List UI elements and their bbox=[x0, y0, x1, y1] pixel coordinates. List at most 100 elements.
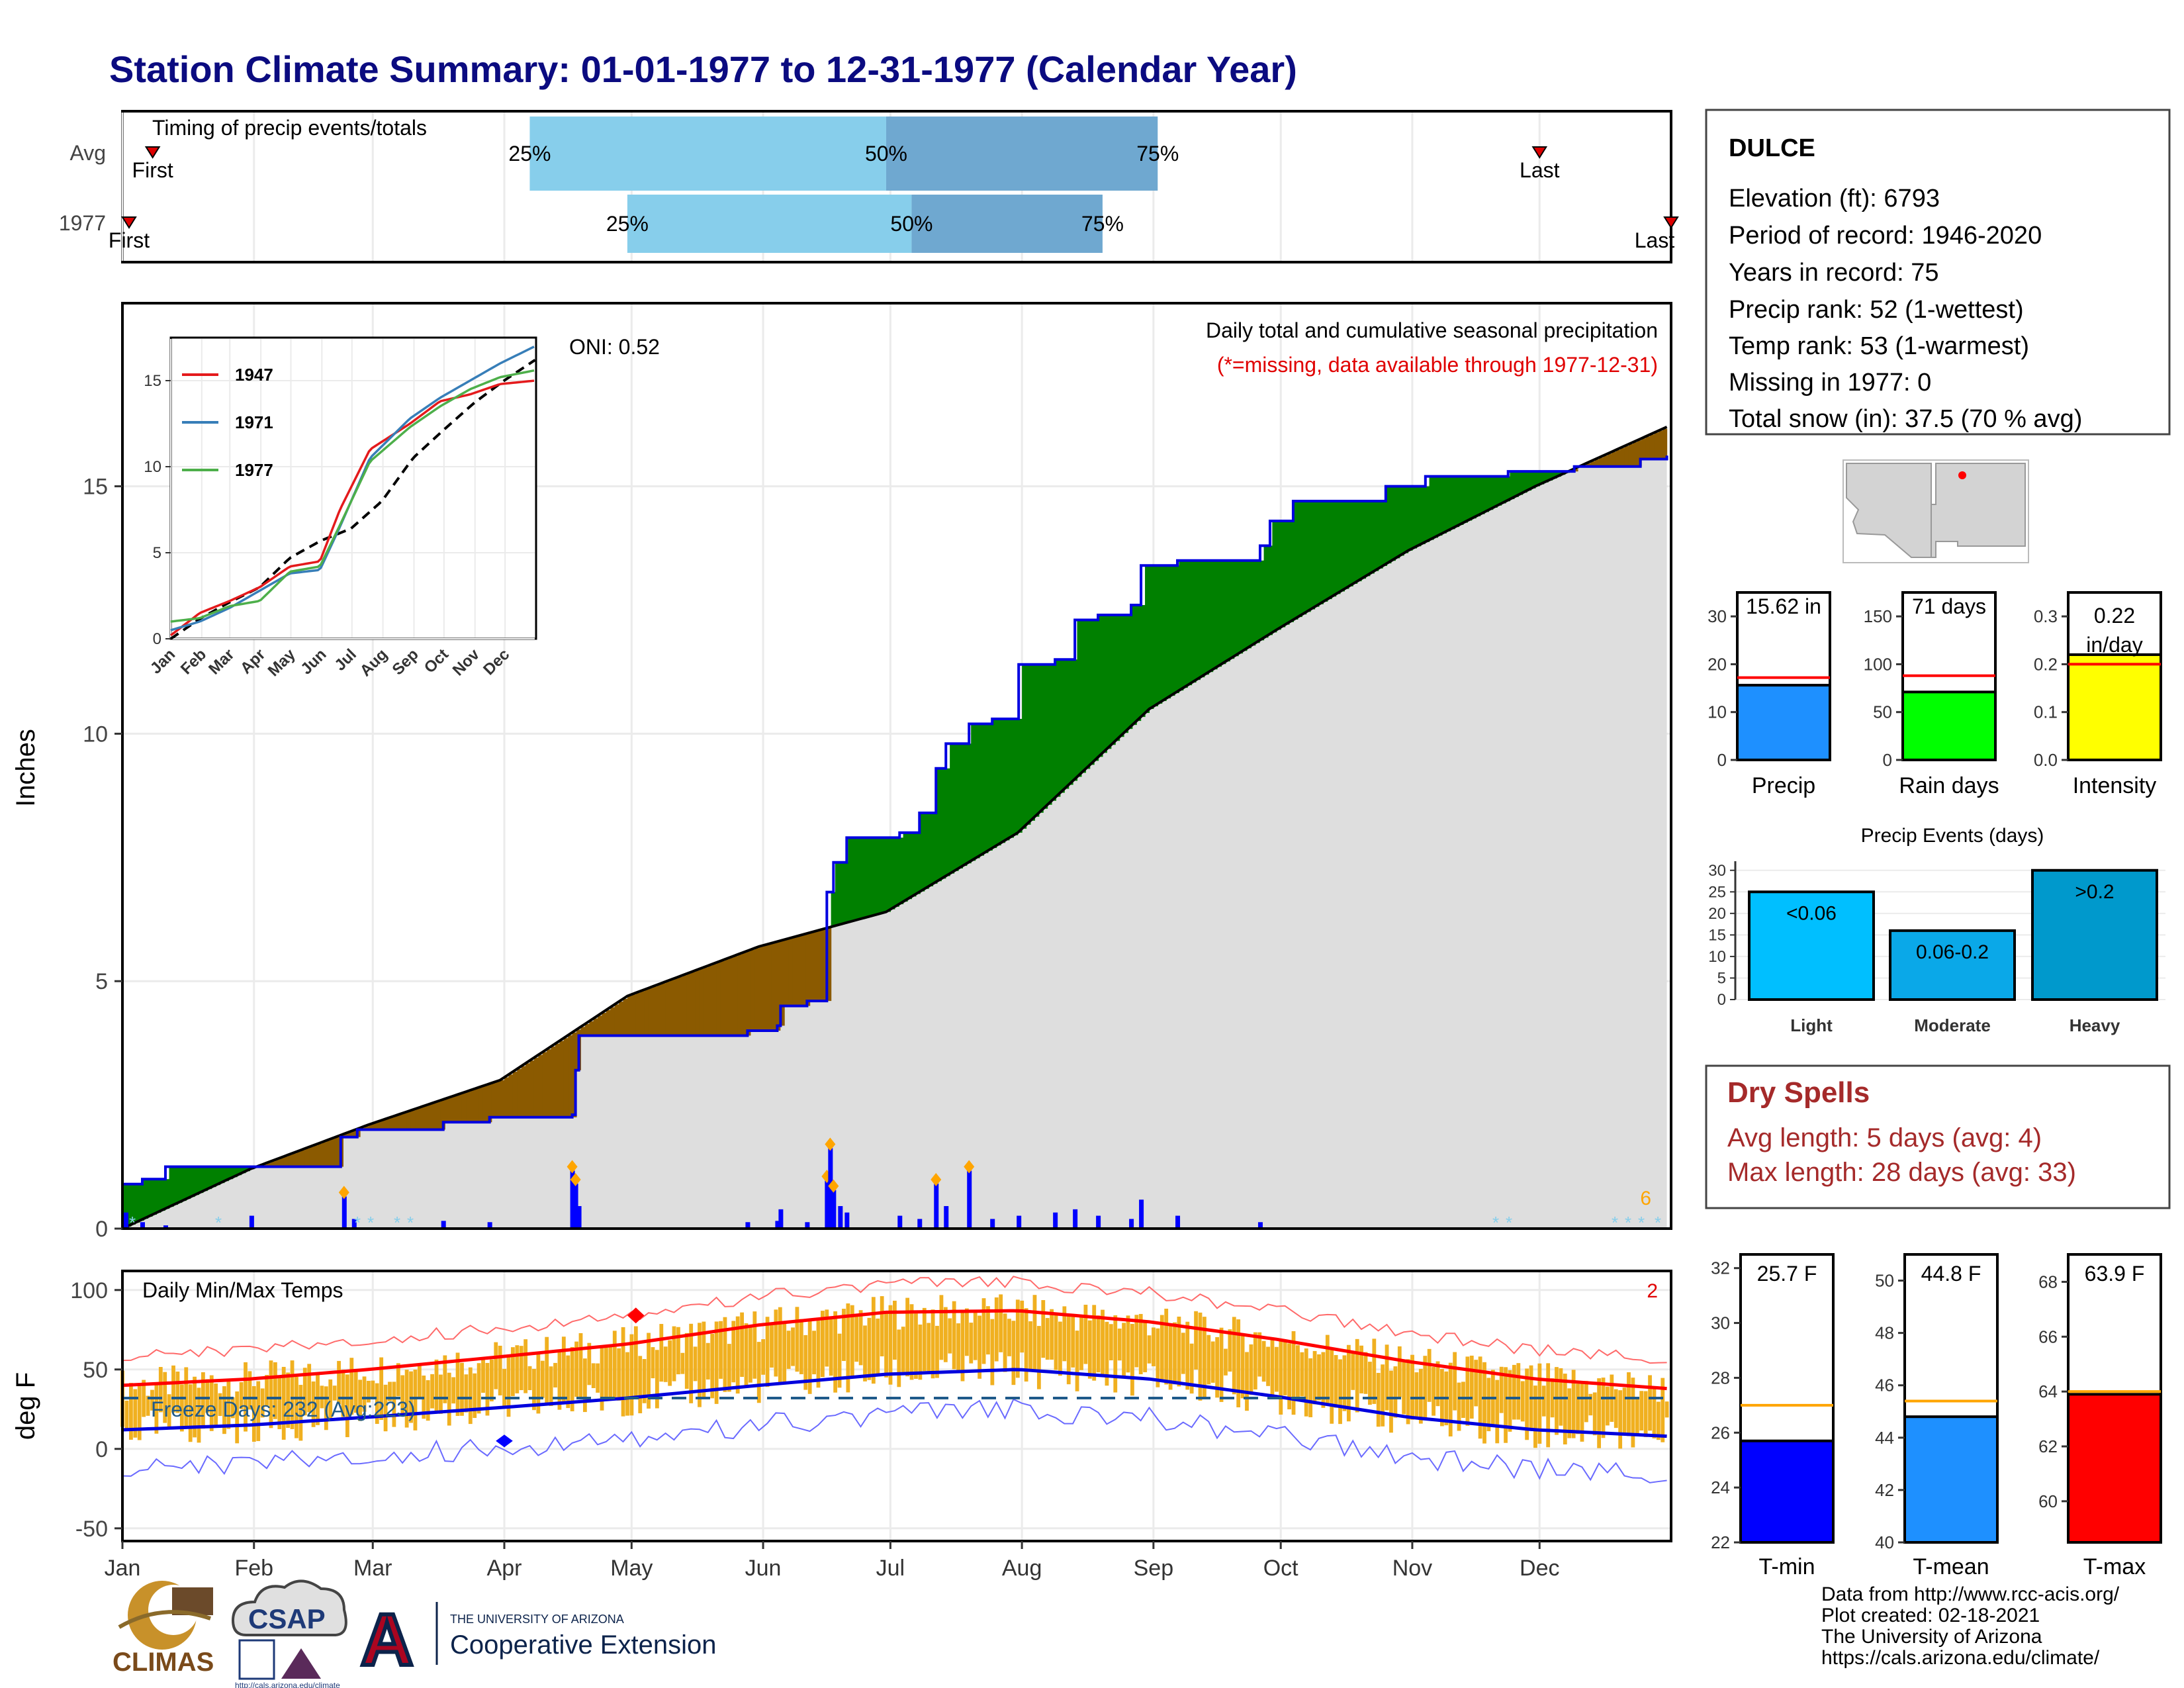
temp-daily-bar bbox=[171, 1365, 175, 1413]
temp-summary-tick-label: 40 bbox=[1875, 1532, 1894, 1552]
station-years: Years in record: 75 bbox=[1729, 259, 1939, 287]
precip-surplus-sliver bbox=[1043, 664, 1048, 809]
precip-deficit-sliver bbox=[1641, 438, 1647, 459]
precip-surplus-sliver bbox=[1238, 560, 1244, 654]
precip-deficit-sliver bbox=[1645, 436, 1651, 459]
temp-daily-bar bbox=[1635, 1397, 1639, 1435]
summary-tick-label: 150 bbox=[1864, 606, 1892, 626]
temp-daily-bar bbox=[1007, 1319, 1011, 1356]
precip-surplus-sliver bbox=[1361, 501, 1367, 579]
precip-surplus-sliver bbox=[1412, 486, 1417, 549]
summary-tick-label: 0 bbox=[1883, 750, 1892, 770]
precip-surplus-sliver bbox=[1497, 476, 1502, 506]
precip-surplus-sliver bbox=[911, 832, 917, 897]
precip-surplus-sliver bbox=[186, 1166, 191, 1199]
temp-daily-bar bbox=[578, 1333, 583, 1399]
temp-daily-bar bbox=[1597, 1378, 1602, 1448]
precip-surplus-sliver bbox=[945, 768, 950, 876]
temp-daily-bar bbox=[1525, 1368, 1529, 1440]
temp-daily-bar bbox=[1287, 1343, 1292, 1410]
temp-daily-bar bbox=[260, 1388, 265, 1418]
precip-surplus-sliver bbox=[873, 837, 878, 915]
temp-daily-bar bbox=[511, 1347, 515, 1397]
precip-deficit-sliver bbox=[275, 1159, 280, 1167]
temp-daily-bar bbox=[986, 1306, 990, 1355]
temp-panel: -50 0 50 100 deg F Daily Min/Max Temps 2 Fr… bbox=[11, 1270, 1672, 1542]
summary-tick-label: 0.1 bbox=[2034, 702, 2058, 722]
precip-surplus-sliver bbox=[1441, 476, 1447, 534]
precip-deficit-sliver bbox=[686, 973, 692, 1036]
precip-deficit-sliver bbox=[1654, 432, 1659, 459]
timing-q50-label: 50% bbox=[865, 142, 907, 165]
credits: Data from http://www.rcc-acis.org/ Plot … bbox=[1821, 1583, 2120, 1669]
precip-deficit-sliver bbox=[623, 998, 628, 1036]
ua-cooperative-extension: Cooperative Extension bbox=[450, 1630, 716, 1660]
temp-daily-bar bbox=[795, 1307, 799, 1372]
temp-daily-bar bbox=[672, 1326, 676, 1382]
timing-q50-label: 50% bbox=[890, 212, 933, 236]
precip-snow-marker: * bbox=[1506, 1213, 1512, 1233]
precip-surplus-sliver bbox=[1123, 614, 1128, 733]
precip-deficit-sliver bbox=[733, 956, 739, 1036]
temp-daily-bar bbox=[791, 1327, 795, 1366]
temp-daily-bar bbox=[1482, 1362, 1486, 1444]
temp-daily-bar bbox=[400, 1375, 405, 1417]
temp-daily-bar bbox=[761, 1339, 766, 1375]
precip-record-marker bbox=[570, 1172, 581, 1186]
temp-daily-bar bbox=[1555, 1367, 1559, 1435]
temp-daily-bar bbox=[756, 1342, 761, 1403]
temp-daily-bar bbox=[1003, 1313, 1007, 1372]
precip-deficit-sliver bbox=[674, 978, 679, 1036]
precip-deficit-sliver bbox=[424, 1105, 429, 1130]
precip-surplus-sliver bbox=[933, 813, 938, 884]
precip-surplus-sliver bbox=[1488, 476, 1494, 510]
temp-summary-tick-label: 62 bbox=[2038, 1436, 2058, 1456]
temp-summary-tick-label: 46 bbox=[1875, 1376, 1894, 1395]
temp-daily-bar bbox=[383, 1384, 388, 1432]
events-tick-label: 15 bbox=[1708, 926, 1726, 944]
precip-deficit-sliver bbox=[1612, 451, 1617, 467]
temp-daily-bar bbox=[960, 1312, 965, 1382]
precip-deficit-sliver bbox=[381, 1120, 387, 1130]
precip-surplus-sliver bbox=[1378, 501, 1383, 569]
precip-surplus-sliver bbox=[903, 832, 908, 902]
temp-daily-bar bbox=[1087, 1320, 1092, 1379]
temp-daily-bar bbox=[1537, 1363, 1542, 1444]
temp-summary-tick-label: 50 bbox=[1875, 1271, 1894, 1291]
precip-surplus-sliver bbox=[1234, 560, 1239, 657]
precip-deficit-sliver bbox=[750, 949, 755, 1031]
temp-daily-bar bbox=[536, 1353, 541, 1414]
precip-deficit-sliver bbox=[767, 944, 772, 1031]
precip-surplus-sliver bbox=[966, 743, 972, 864]
station-precip-rank: Precip rank: 52 (1-wettest) bbox=[1729, 296, 2024, 324]
precip-surplus-sliver bbox=[194, 1166, 199, 1196]
summary-value-label: 71 days bbox=[1912, 594, 1986, 618]
precip-deficit-sliver bbox=[1649, 434, 1655, 459]
precip-deficit-sliver bbox=[792, 937, 797, 1006]
summary-value-label: 15.62 in bbox=[1746, 594, 1821, 618]
temp-y-tick-label: 50 bbox=[83, 1358, 108, 1383]
precip-deficit-sliver bbox=[410, 1110, 416, 1130]
precip-deficit-sliver bbox=[1628, 444, 1633, 467]
precip-deficit-sliver bbox=[1594, 459, 1600, 467]
precip-record-marker bbox=[828, 1179, 839, 1193]
precip-deficit-sliver bbox=[478, 1087, 484, 1123]
temp-daily-bar bbox=[392, 1382, 396, 1427]
temp-daily-bar bbox=[277, 1378, 282, 1430]
temp-daily-bar bbox=[858, 1310, 863, 1366]
temp-daily-bar bbox=[948, 1318, 952, 1354]
temp-daily-bar bbox=[1066, 1315, 1071, 1385]
precip-surplus-sliver bbox=[211, 1166, 216, 1188]
temp-daily-bar bbox=[723, 1317, 727, 1392]
temp-daily-bar bbox=[1397, 1346, 1402, 1397]
temp-daily-bar bbox=[430, 1374, 434, 1409]
temp-daily-bar bbox=[884, 1313, 888, 1378]
temp-daily-bar bbox=[302, 1368, 307, 1416]
temp-daily-bar bbox=[388, 1382, 392, 1401]
precip-surplus-sliver bbox=[1136, 605, 1142, 722]
precip-surplus-sliver bbox=[1179, 560, 1184, 691]
temp-daily-bar bbox=[1546, 1363, 1551, 1448]
precip-surplus-sliver bbox=[1009, 718, 1014, 838]
precip-surplus-sliver bbox=[936, 768, 942, 882]
temp-daily-bar bbox=[1656, 1401, 1661, 1440]
